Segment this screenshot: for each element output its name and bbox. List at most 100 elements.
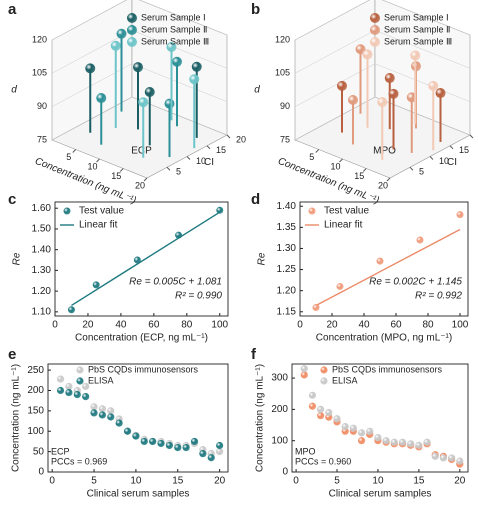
x-tick-label: 10 — [130, 476, 142, 487]
sphere — [191, 61, 202, 72]
sphere — [138, 97, 149, 108]
panel-letter: e — [8, 346, 16, 363]
x-tick-label: 5 — [91, 476, 97, 487]
legend-label: Serum Sample Ⅲ — [384, 36, 452, 46]
point — [431, 452, 439, 460]
point — [90, 403, 98, 411]
annotation: MPO — [373, 146, 396, 157]
point — [190, 437, 199, 446]
y-tick-label: 150 — [27, 406, 44, 417]
point — [216, 441, 224, 450]
y-tick-label: 1.35 — [277, 222, 297, 233]
panel-letter: c — [8, 191, 16, 208]
y-tick-label: 10 — [439, 156, 449, 166]
sphere — [428, 80, 439, 91]
point — [115, 419, 123, 427]
y-tick — [166, 166, 171, 171]
point — [149, 437, 157, 446]
sphere — [410, 50, 421, 61]
x-tick — [72, 149, 77, 153]
y-tick-label: 50 — [33, 446, 45, 457]
y-axis-title: CI — [204, 157, 214, 168]
point — [175, 231, 183, 239]
y-tick-label: 1.20 — [277, 285, 297, 296]
y-axis-title: CI — [447, 157, 457, 168]
point — [182, 443, 190, 452]
x-tick-label: 40 — [358, 320, 370, 331]
legend-label: PbS CQDs immunosensors — [88, 364, 199, 374]
point — [407, 440, 415, 448]
fit-line — [315, 228, 461, 307]
point — [357, 429, 366, 437]
legend-label: Serum Sample Ⅲ — [141, 36, 209, 46]
sphere — [96, 93, 107, 104]
x-tick-label: 5 — [334, 476, 340, 487]
z-tick-label: 75 — [280, 134, 290, 144]
y-tick-label: 15 — [459, 145, 469, 155]
sphere — [172, 56, 182, 67]
y-tick-label: 1.60 — [32, 203, 52, 214]
point — [207, 454, 215, 462]
sphere — [377, 97, 388, 108]
legend-marker — [370, 13, 380, 23]
annotation: ECP — [51, 446, 70, 456]
z-tick-label: 120 — [275, 34, 290, 44]
y-axis-title: Re — [12, 252, 23, 265]
point — [56, 375, 65, 383]
sphere — [384, 73, 395, 84]
sphere — [355, 44, 366, 55]
point — [73, 390, 81, 399]
y-tick-label: 300 — [271, 373, 288, 384]
legend-label: ELISA — [88, 375, 114, 385]
y-tick-label: 1.10 — [32, 306, 52, 317]
panel-letter: a — [8, 1, 17, 18]
point — [82, 393, 90, 401]
x-tick-label: 10 — [330, 161, 340, 171]
sphere — [435, 88, 446, 99]
legend-label: Serum Sample Ⅰ — [141, 12, 206, 22]
x-tick — [119, 168, 124, 172]
y-tick-label: 1.30 — [32, 265, 52, 276]
grid-line — [51, 0, 228, 41]
legend-label: Test value — [324, 206, 369, 217]
x-tick-label: 20 — [135, 180, 145, 190]
point — [216, 206, 224, 214]
y-tick-label: 1.25 — [277, 264, 297, 275]
y-tick-label: 5 — [419, 167, 424, 177]
legend-marker — [76, 377, 84, 385]
point — [416, 236, 424, 244]
grid-line — [294, 96, 471, 141]
point — [65, 382, 73, 391]
point — [341, 423, 349, 431]
grid-line — [51, 63, 228, 107]
sphere — [337, 80, 347, 91]
point — [390, 438, 398, 446]
x-tick-label: 0 — [297, 320, 303, 331]
x-tick-label: 40 — [115, 320, 127, 331]
y-tick-label: 100 — [27, 426, 44, 437]
point — [199, 450, 207, 458]
y-tick-label: 1.50 — [32, 224, 52, 235]
x-tick-label: 60 — [148, 320, 160, 331]
point — [107, 413, 115, 421]
legend-marker — [308, 207, 316, 215]
y-tick-label: 15 — [216, 145, 226, 155]
x-tick-label: 10 — [372, 476, 384, 487]
plot-frame — [54, 201, 229, 317]
sphere — [362, 49, 373, 60]
sphere — [85, 63, 96, 74]
x-tick-label: 5 — [309, 152, 314, 162]
y-tick — [186, 156, 191, 160]
y-axis-title: Concentration (ng mL⁻¹) — [255, 364, 266, 472]
point — [300, 371, 308, 379]
z-tick-label: 90 — [37, 101, 47, 111]
annotation: ECP — [131, 146, 152, 157]
annotation: PCCs = 0.960 — [295, 456, 351, 466]
point — [336, 282, 344, 290]
legend-marker — [127, 37, 137, 47]
y-tick-label: 250 — [27, 365, 44, 376]
point — [98, 411, 107, 419]
point — [456, 457, 464, 465]
y-tick-label: 200 — [271, 404, 288, 415]
